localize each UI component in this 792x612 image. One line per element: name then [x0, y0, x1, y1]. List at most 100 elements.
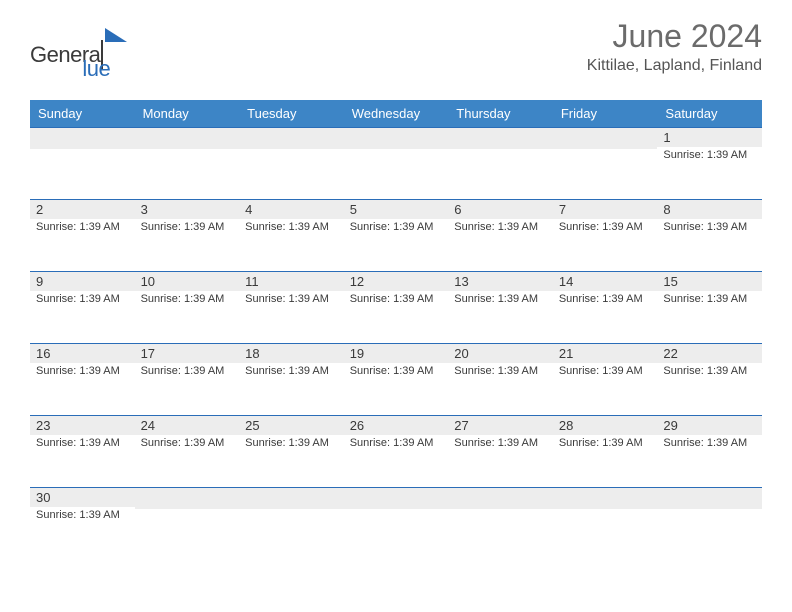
day-number	[239, 488, 344, 509]
day-info: Sunrise: 1:39 AM	[448, 219, 553, 235]
day-cell: 18Sunrise: 1:39 AM	[239, 344, 344, 415]
day-cell: 23Sunrise: 1:39 AM	[30, 416, 135, 487]
day-number: 2	[30, 200, 135, 219]
day-number: 27	[448, 416, 553, 435]
brand-name-right: lue	[82, 56, 110, 82]
day-info: Sunrise: 1:39 AM	[448, 435, 553, 451]
day-info: Sunrise: 1:39 AM	[344, 291, 449, 307]
weeks-container: 1Sunrise: 1:39 AM2Sunrise: 1:39 AM3Sunri…	[30, 127, 762, 537]
day-cell: 27Sunrise: 1:39 AM	[448, 416, 553, 487]
day-number: 17	[135, 344, 240, 363]
day-info: Sunrise: 1:39 AM	[344, 363, 449, 379]
day-info: Sunrise: 1:39 AM	[239, 291, 344, 307]
day-number: 10	[135, 272, 240, 291]
day-info: Sunrise: 1:39 AM	[30, 435, 135, 451]
day-cell: 15Sunrise: 1:39 AM	[657, 272, 762, 343]
day-cell: 25Sunrise: 1:39 AM	[239, 416, 344, 487]
day-cell: 17Sunrise: 1:39 AM	[135, 344, 240, 415]
sail-icon	[105, 28, 127, 42]
day-cell: 5Sunrise: 1:39 AM	[344, 200, 449, 271]
day-cell: 12Sunrise: 1:39 AM	[344, 272, 449, 343]
day-cell: 11Sunrise: 1:39 AM	[239, 272, 344, 343]
day-number: 7	[553, 200, 658, 219]
brand-right-wrap: lue	[104, 28, 127, 82]
day-number: 25	[239, 416, 344, 435]
day-cell: 8Sunrise: 1:39 AM	[657, 200, 762, 271]
day-cell: 16Sunrise: 1:39 AM	[30, 344, 135, 415]
page-subtitle: Kittilae, Lapland, Finland	[587, 57, 762, 75]
day-number: 28	[553, 416, 658, 435]
day-header-wed: Wednesday	[344, 100, 449, 127]
day-number: 16	[30, 344, 135, 363]
day-number: 14	[553, 272, 658, 291]
day-number: 9	[30, 272, 135, 291]
day-info: Sunrise: 1:39 AM	[657, 435, 762, 451]
day-number: 3	[135, 200, 240, 219]
day-number	[135, 128, 240, 149]
day-header-thu: Thursday	[448, 100, 553, 127]
day-number	[239, 128, 344, 149]
day-cell: 4Sunrise: 1:39 AM	[239, 200, 344, 271]
day-number: 12	[344, 272, 449, 291]
day-number: 18	[239, 344, 344, 363]
day-number: 15	[657, 272, 762, 291]
day-number: 5	[344, 200, 449, 219]
day-number	[448, 488, 553, 509]
day-number: 26	[344, 416, 449, 435]
day-info: Sunrise: 1:39 AM	[553, 435, 658, 451]
day-info: Sunrise: 1:39 AM	[553, 363, 658, 379]
day-cell: 14Sunrise: 1:39 AM	[553, 272, 658, 343]
day-cell	[344, 488, 449, 537]
day-info: Sunrise: 1:39 AM	[30, 291, 135, 307]
day-number	[344, 488, 449, 509]
week-row: 16Sunrise: 1:39 AM17Sunrise: 1:39 AM18Su…	[30, 343, 762, 415]
day-number: 6	[448, 200, 553, 219]
day-cell	[239, 128, 344, 199]
calendar: Sunday Monday Tuesday Wednesday Thursday…	[30, 100, 762, 537]
day-cell: 1Sunrise: 1:39 AM	[657, 128, 762, 199]
day-number: 30	[30, 488, 135, 507]
day-info: Sunrise: 1:39 AM	[135, 219, 240, 235]
day-cell: 26Sunrise: 1:39 AM	[344, 416, 449, 487]
day-header-mon: Monday	[135, 100, 240, 127]
day-number: 8	[657, 200, 762, 219]
day-header-sun: Sunday	[30, 100, 135, 127]
day-cell: 22Sunrise: 1:39 AM	[657, 344, 762, 415]
day-cell	[553, 488, 658, 537]
page-title: June 2024	[587, 18, 762, 55]
day-cell: 6Sunrise: 1:39 AM	[448, 200, 553, 271]
day-cell	[135, 488, 240, 537]
day-cell: 20Sunrise: 1:39 AM	[448, 344, 553, 415]
day-cell	[553, 128, 658, 199]
day-cell	[448, 488, 553, 537]
day-cell	[344, 128, 449, 199]
week-row: 30Sunrise: 1:39 AM	[30, 487, 762, 537]
week-row: 2Sunrise: 1:39 AM3Sunrise: 1:39 AM4Sunri…	[30, 199, 762, 271]
day-info: Sunrise: 1:39 AM	[657, 219, 762, 235]
header: Genera lue June 2024 Kittilae, Lapland, …	[0, 0, 792, 90]
day-info: Sunrise: 1:39 AM	[448, 363, 553, 379]
brand-logo: Genera lue	[30, 28, 127, 82]
day-info: Sunrise: 1:39 AM	[30, 507, 135, 523]
day-cell: 30Sunrise: 1:39 AM	[30, 488, 135, 537]
day-number: 1	[657, 128, 762, 147]
day-info: Sunrise: 1:39 AM	[30, 219, 135, 235]
day-number: 4	[239, 200, 344, 219]
day-number	[448, 128, 553, 149]
day-info: Sunrise: 1:39 AM	[344, 435, 449, 451]
day-number	[344, 128, 449, 149]
day-info: Sunrise: 1:39 AM	[553, 219, 658, 235]
day-number: 29	[657, 416, 762, 435]
day-info: Sunrise: 1:39 AM	[553, 291, 658, 307]
week-row: 23Sunrise: 1:39 AM24Sunrise: 1:39 AM25Su…	[30, 415, 762, 487]
day-cell: 9Sunrise: 1:39 AM	[30, 272, 135, 343]
day-cell	[448, 128, 553, 199]
day-number: 22	[657, 344, 762, 363]
day-number: 11	[239, 272, 344, 291]
day-header-tue: Tuesday	[239, 100, 344, 127]
day-cell: 28Sunrise: 1:39 AM	[553, 416, 658, 487]
day-cell: 13Sunrise: 1:39 AM	[448, 272, 553, 343]
day-info: Sunrise: 1:39 AM	[135, 291, 240, 307]
day-info: Sunrise: 1:39 AM	[135, 435, 240, 451]
day-info: Sunrise: 1:39 AM	[344, 219, 449, 235]
